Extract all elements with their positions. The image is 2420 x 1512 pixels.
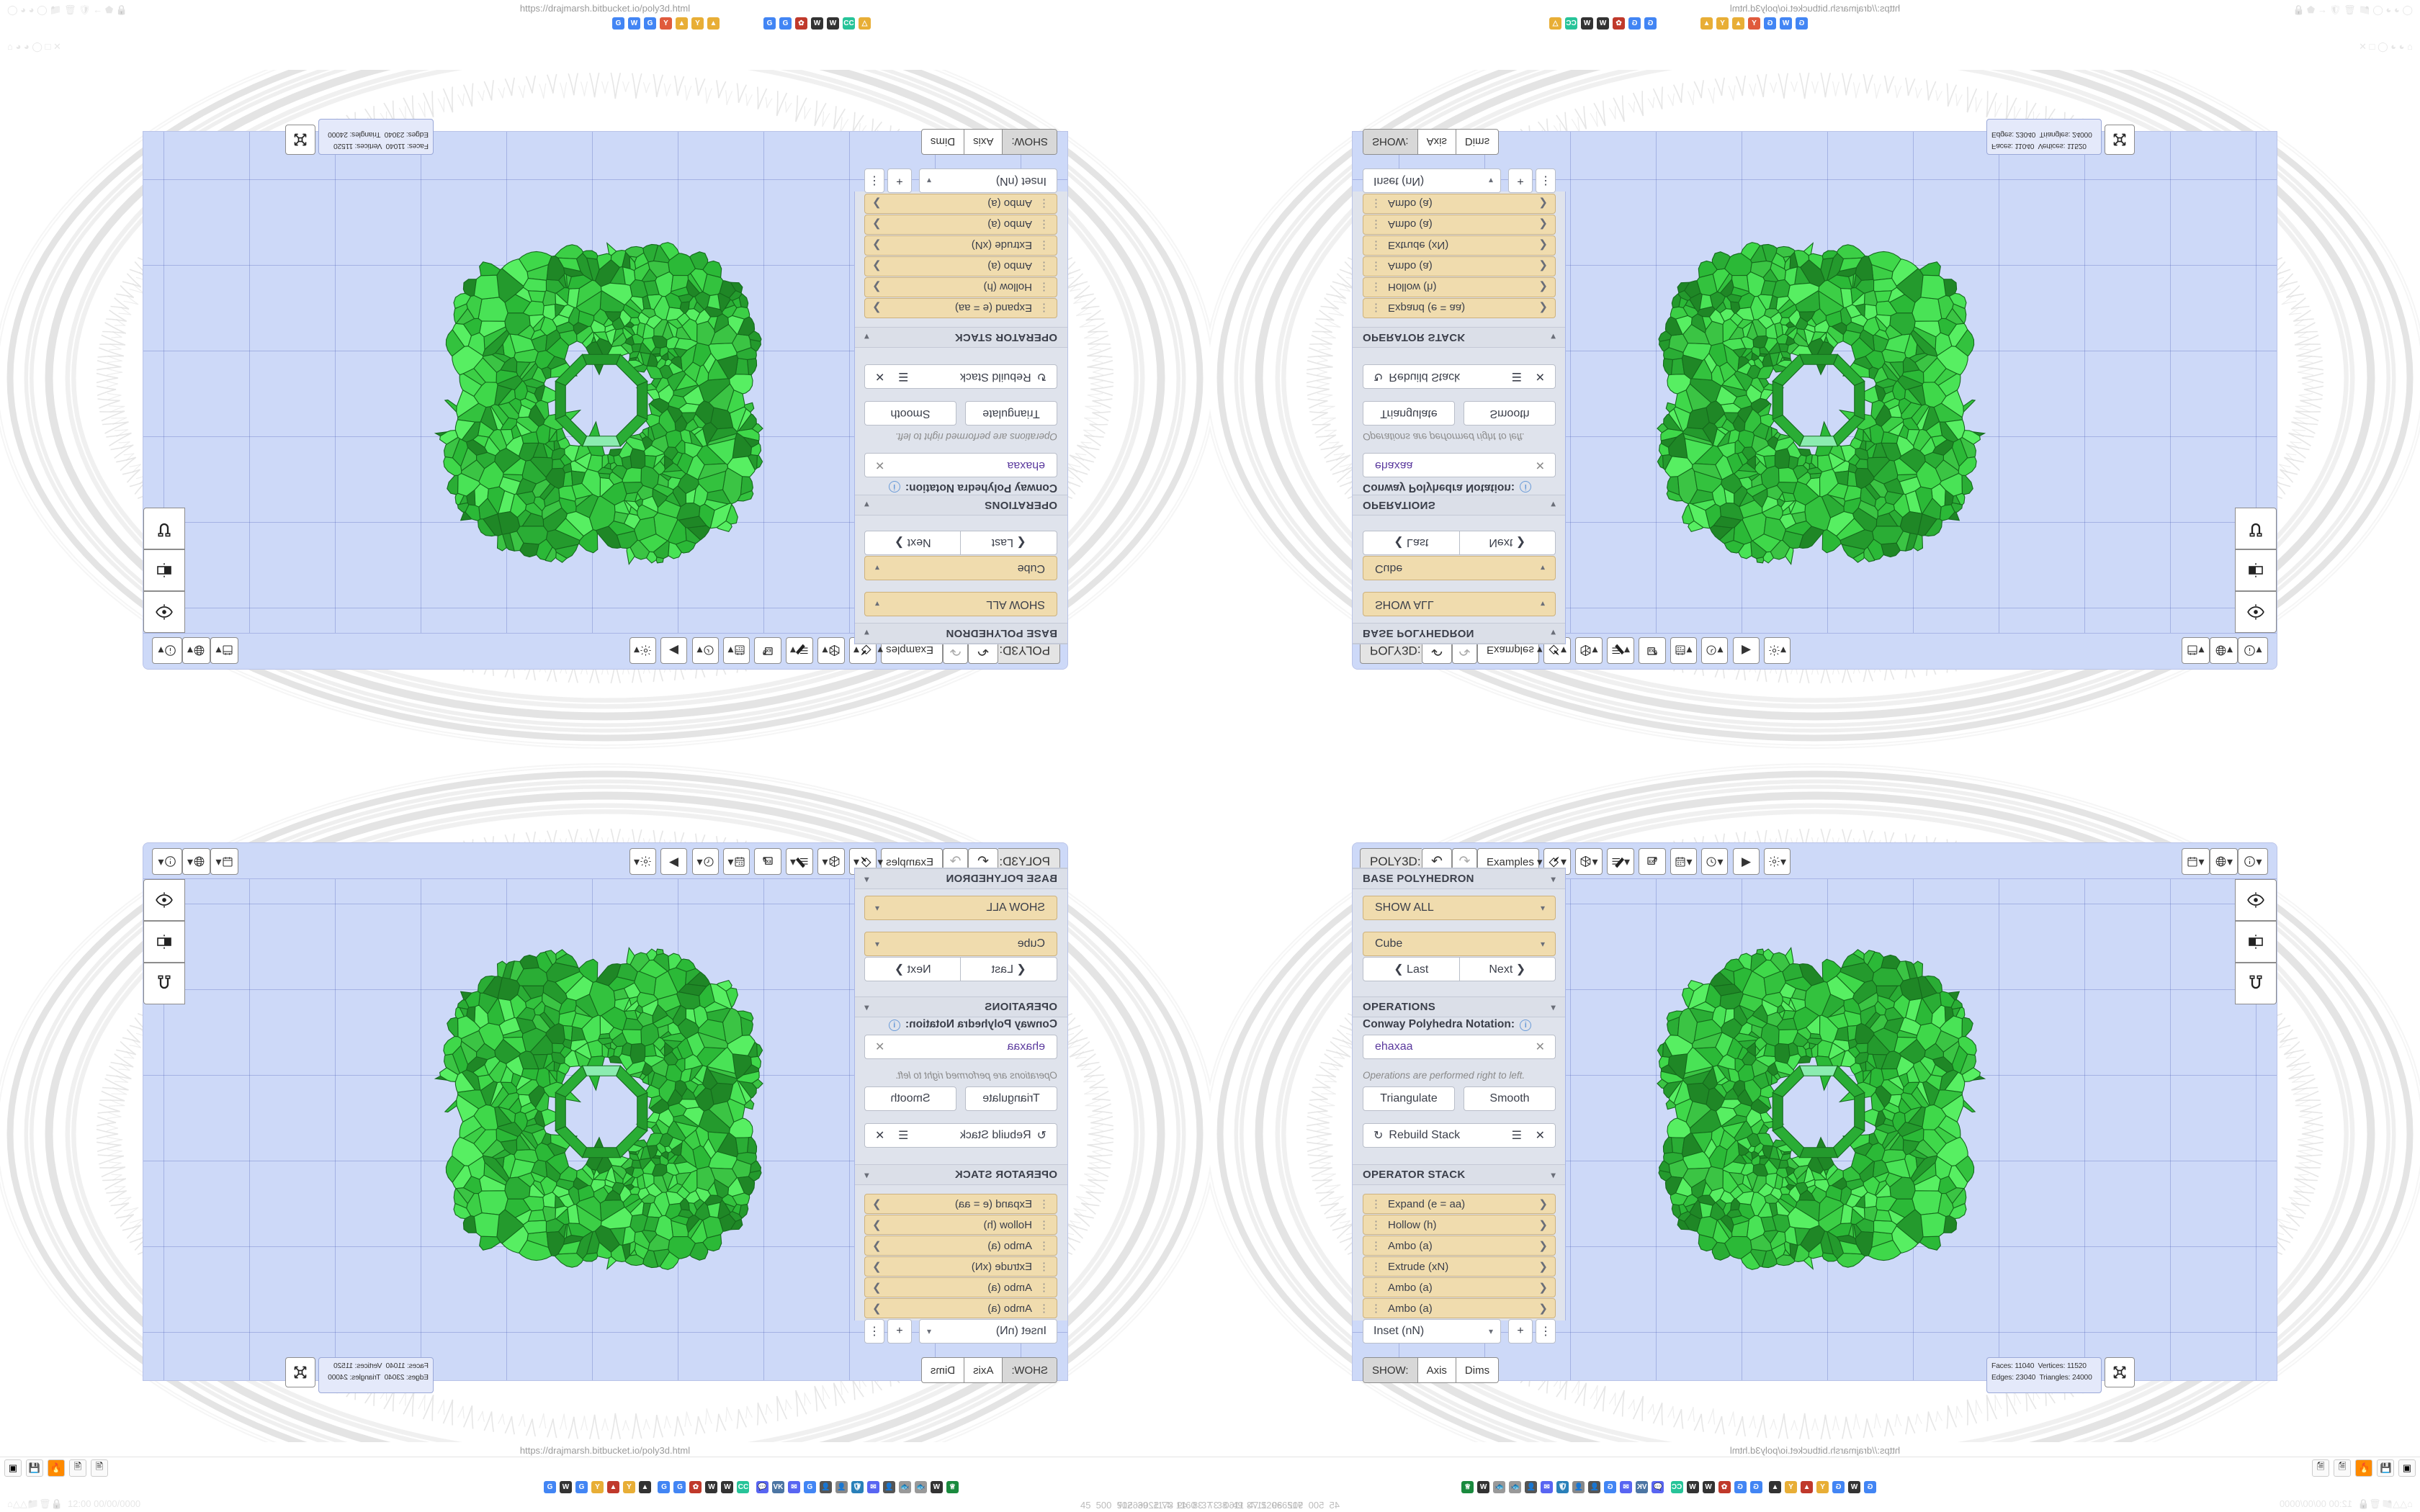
- svg-text:EXP: EXP: [763, 648, 771, 652]
- svg-text:EXP: EXP: [1649, 648, 1657, 652]
